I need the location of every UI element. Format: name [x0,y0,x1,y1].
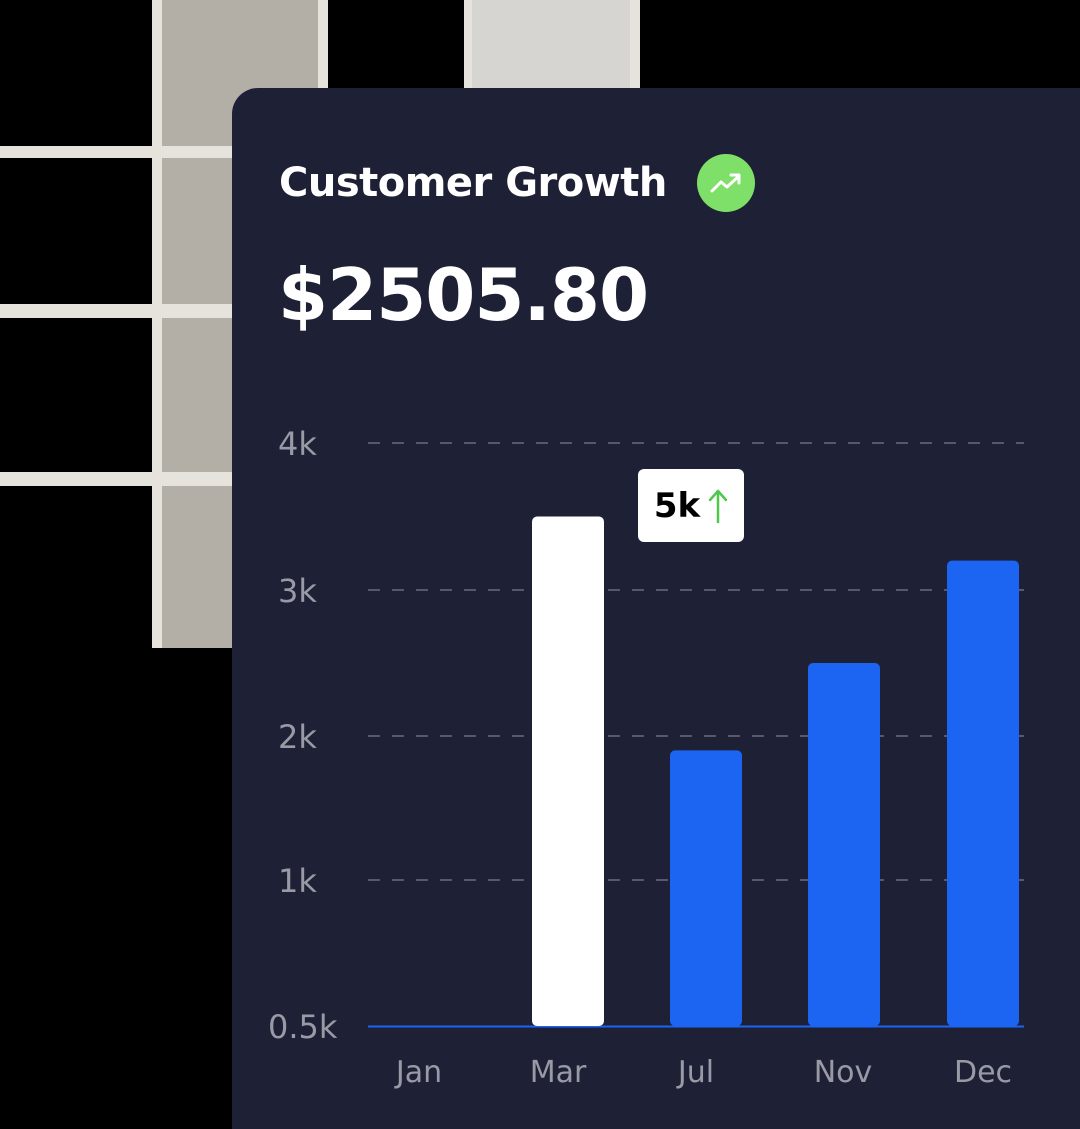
total-amount: $2505.80 [278,253,649,337]
x-label-mar: Mar [530,1055,587,1090]
y-tick-label: 2k [278,718,317,756]
bar-mar[interactable] [532,516,604,1027]
y-tick-label: 3k [278,572,317,610]
arrow-up-icon [708,489,728,523]
bar-tooltip: 5k [638,469,744,542]
bar-nov[interactable] [808,663,880,1026]
y-tick-label: 1k [278,862,317,900]
y-tick-label: 4k [278,425,317,463]
y-axis-ticks: 4k 3k 2k 1k 0.5k [268,425,338,1046]
card-title: Customer Growth [279,160,667,206]
tooltip-value: 5k [653,485,701,526]
x-label-jan: Jan [394,1055,442,1090]
y-tick-label: 0.5k [268,1008,338,1046]
card-header: Customer Growth [279,154,755,212]
x-label-jul: Jul [676,1055,714,1090]
bar-jul[interactable] [670,750,742,1026]
x-axis-labels: Jan Mar Jul Nov Dec [394,1055,1012,1090]
bars [532,516,1019,1027]
customer-growth-card: Customer Growth $2505.80 4k 3k 2k 1k 0.5k Ja… [232,88,1080,1129]
trending-up-icon [696,154,755,212]
bar-chart: 4k 3k 2k 1k 0.5k Jan Mar Jul Nov Dec [268,425,1024,1090]
bar-dec[interactable] [947,560,1019,1026]
x-label-dec: Dec [954,1055,1012,1090]
x-label-nov: Nov [814,1055,873,1090]
